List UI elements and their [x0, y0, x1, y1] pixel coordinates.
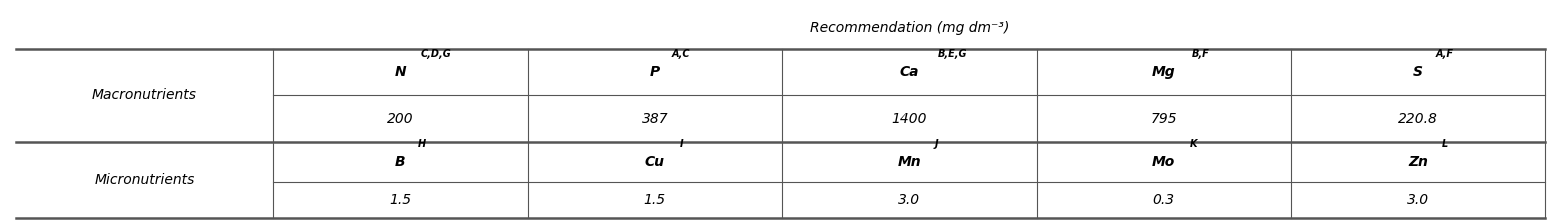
- Text: 0.3: 0.3: [1152, 193, 1175, 207]
- Text: N: N: [395, 65, 406, 79]
- Text: Cu: Cu: [645, 155, 665, 169]
- Text: S: S: [1413, 65, 1424, 79]
- Text: J: J: [933, 139, 938, 149]
- Text: K: K: [1189, 139, 1197, 149]
- Text: Recommendation (mg dm⁻³): Recommendation (mg dm⁻³): [810, 21, 1008, 35]
- Text: Ca: Ca: [899, 65, 919, 79]
- Text: H: H: [417, 139, 426, 149]
- Text: Mg: Mg: [1152, 65, 1175, 79]
- Text: A,C: A,C: [671, 49, 690, 59]
- Text: Macronutrients: Macronutrients: [92, 88, 197, 103]
- Text: L: L: [1441, 139, 1449, 149]
- Text: B,E,G: B,E,G: [937, 49, 966, 59]
- Text: C,D,G: C,D,G: [420, 49, 451, 59]
- Text: P: P: [649, 65, 660, 79]
- Text: I: I: [679, 139, 684, 149]
- Text: B: B: [395, 155, 406, 169]
- Text: 3.0: 3.0: [898, 193, 921, 207]
- Text: 1.5: 1.5: [643, 193, 667, 207]
- Text: Mn: Mn: [898, 155, 921, 169]
- Text: 795: 795: [1150, 112, 1177, 126]
- Text: 200: 200: [387, 112, 414, 126]
- Text: 387: 387: [642, 112, 668, 126]
- Text: B,F: B,F: [1193, 49, 1210, 59]
- Text: 1400: 1400: [891, 112, 927, 126]
- Text: Zn: Zn: [1408, 155, 1428, 169]
- Text: A,F: A,F: [1436, 49, 1453, 59]
- Text: Micronutrients: Micronutrients: [94, 173, 195, 187]
- Text: 3.0: 3.0: [1406, 193, 1430, 207]
- Text: 220.8: 220.8: [1399, 112, 1438, 126]
- Text: 1.5: 1.5: [389, 193, 412, 207]
- Text: Mo: Mo: [1152, 155, 1175, 169]
